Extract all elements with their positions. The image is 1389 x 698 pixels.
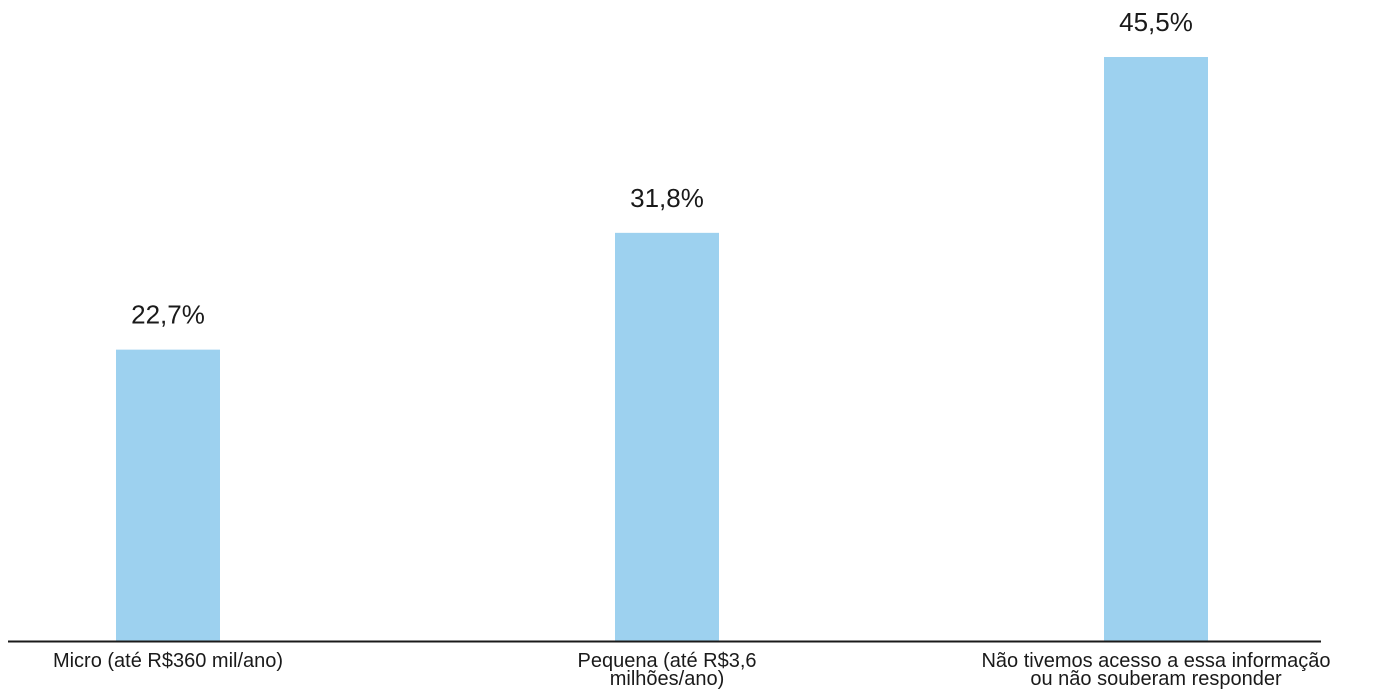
category-label-2: Pequena (até R$3,6 milhões/ano) — [577, 650, 757, 690]
data-label-2: 31,8% — [630, 183, 704, 213]
bars-group — [116, 57, 1208, 642]
category-label-1: Micro (até R$360 mil/ano) — [52, 650, 284, 672]
data-label-3: 45,5% — [1119, 7, 1193, 37]
category-label-3: Não tivemos acesso a essa informação ou … — [981, 650, 1331, 690]
data-labels-group: 22,7% 31,8% 45,5% — [131, 7, 1193, 330]
bar-2 — [615, 232, 719, 642]
bar-1 — [116, 349, 220, 641]
data-label-1: 22,7% — [131, 300, 205, 330]
bar-3 — [1104, 57, 1208, 641]
